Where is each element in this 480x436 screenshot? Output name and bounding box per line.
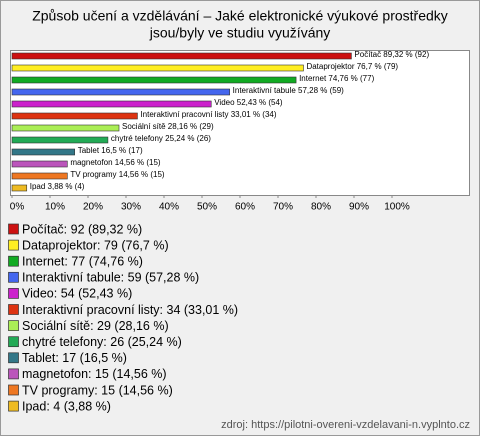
legend-label: Interaktivní pracovní listy: 34 (33,01 %…: [22, 303, 238, 317]
source: zdroj: https://pilotni-overeni-vzdelavan…: [221, 419, 470, 431]
bar-label: Dataprojektor 76,7 % (79): [306, 62, 398, 71]
bar-label: Sociální sítě 28,16 % (29): [122, 122, 214, 131]
bar: [11, 88, 230, 96]
legend-label: Tablet: 17 (16,5 %): [22, 351, 127, 365]
legend-swatch: [8, 384, 19, 396]
bar-label: Video 52,43 % (54): [214, 98, 283, 107]
legend-label: Sociální sítě: 29 (28,16 %): [22, 319, 169, 333]
legend-label: magnetofon: 15 (14,56 %): [22, 367, 167, 381]
chart-title: jsou/byly ve studiu využívány: [149, 25, 331, 41]
legend-label: Ipad: 4 (3,88 %): [22, 399, 111, 413]
legend-swatch: [8, 288, 19, 299]
legend-swatch: [8, 255, 19, 267]
legend-swatch: [8, 320, 19, 331]
legend-label: Internet: 77 (74,76 %): [22, 254, 143, 268]
legend-swatch: [8, 352, 19, 364]
x-tick-label: 70%: [273, 202, 293, 213]
legend-label: Počítač: 92 (89,32 %): [22, 222, 142, 236]
legend-label: Interaktivní tabule: 59 (57,28 %): [22, 271, 199, 285]
legend-swatch: [8, 368, 19, 380]
bar-label: Internet 74,76 % (77): [299, 74, 374, 83]
legend-swatch: [8, 271, 19, 283]
bar: [11, 100, 212, 108]
legend-label: TV programy: 15 (14,56 %): [22, 383, 173, 397]
legend-swatch: [8, 400, 19, 412]
chart-title: Způsob učení a vzdělávání – Jaké elektro…: [32, 8, 448, 24]
x-tick-label: 60%: [235, 202, 255, 213]
x-tick-label: 0%: [10, 202, 25, 213]
bar: [11, 160, 68, 168]
bar-label: Tablet 16,5 % (17): [78, 146, 143, 155]
bar-label: Interaktivní tabule 57,28 % (59): [233, 86, 345, 95]
legend-label: chytré telefony: 26 (25,24 %): [22, 335, 182, 349]
legend-swatch: [8, 239, 19, 251]
bar: [11, 76, 297, 84]
bar: [11, 52, 352, 60]
bar-label: TV programy 14,56 % (15): [70, 170, 165, 179]
x-tick-label: 30%: [121, 202, 141, 213]
bar-label: Interaktivní pracovní listy 33,01 % (34): [140, 110, 276, 119]
bar: [11, 112, 138, 120]
bar: [11, 64, 304, 72]
legend-label: Dataprojektor: 79 (76,7 %): [22, 238, 169, 252]
bar-label: chytré telefony 25,24 % (26): [111, 134, 211, 143]
x-tick-label: 100%: [384, 202, 410, 213]
legend-swatch: [8, 336, 19, 348]
x-tick-label: 20%: [83, 202, 103, 213]
x-tick-label: 80%: [311, 202, 331, 213]
x-tick-label: 10%: [45, 202, 65, 213]
bar-label: Ipad 3,88 % (4): [30, 182, 85, 191]
legend-swatch: [8, 223, 19, 235]
x-tick-label: 40%: [159, 202, 179, 213]
bar: [11, 148, 76, 156]
x-tick-label: 90%: [349, 202, 369, 213]
bar-label: magnetofon 14,56 % (15): [70, 158, 161, 167]
bar-label: Počítač 89,32 % (92): [354, 50, 429, 59]
bar: [11, 124, 120, 132]
legend-swatch: [8, 304, 19, 315]
bar: [11, 136, 109, 144]
legend-label: Video: 54 (52,43 %): [22, 287, 132, 301]
bar: [11, 172, 68, 180]
plot-area: [10, 50, 470, 196]
x-tick-label: 50%: [197, 202, 217, 213]
bar: [11, 184, 28, 192]
